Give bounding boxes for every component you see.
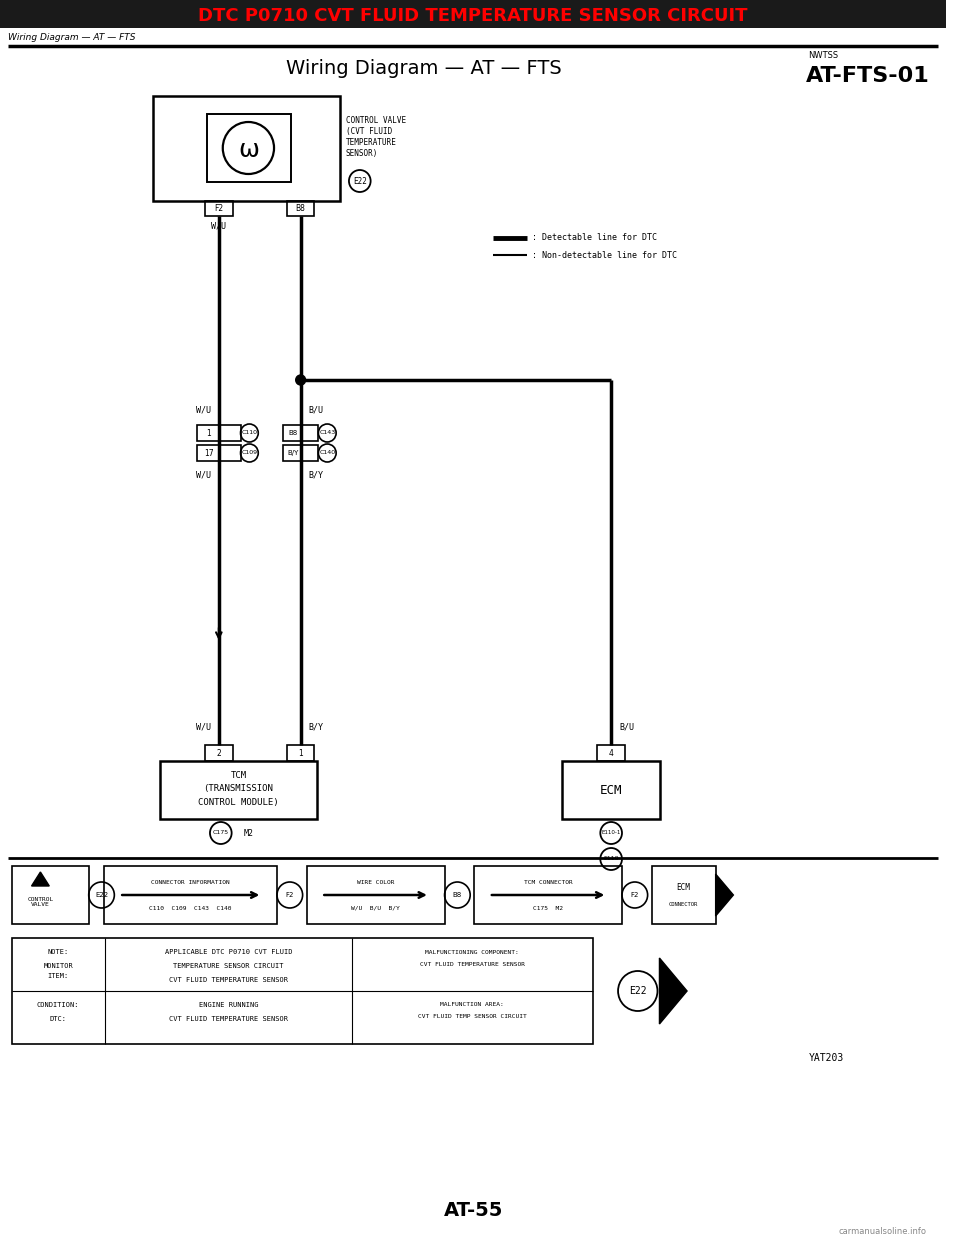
Bar	[562, 761, 660, 818]
Bar	[652, 866, 715, 924]
Text: CVT FLUID TEMPERATURE SENSOR: CVT FLUID TEMPERATURE SENSOR	[169, 1016, 288, 1022]
Text: APPLICABLE DTC P0710 CVT FLUID: APPLICABLE DTC P0710 CVT FLUID	[165, 949, 293, 955]
Text: CVT FLUID TEMP SENSOR CIRCUIT: CVT FLUID TEMP SENSOR CIRCUIT	[418, 1015, 526, 1020]
Text: ECM: ECM	[676, 883, 690, 893]
Text: TEMPERATURE SENSOR CIRCUIT: TEMPERATURE SENSOR CIRCUIT	[174, 963, 284, 969]
Text: ECM: ECM	[600, 784, 622, 796]
Text: carmanualsoline.info: carmanualsoline.info	[839, 1227, 926, 1237]
Text: CONDITION:: CONDITION:	[36, 1002, 80, 1009]
Text: W/U: W/U	[196, 405, 211, 415]
Bar	[287, 201, 315, 216]
Text: (CVT FLUID: (CVT FLUID	[346, 127, 393, 137]
Text: W/U: W/U	[196, 723, 211, 732]
Text: TEMPERATURE: TEMPERATURE	[346, 138, 396, 147]
Text: 4: 4	[609, 749, 613, 758]
Bar	[283, 445, 319, 461]
Bar	[474, 866, 622, 924]
Text: 2: 2	[216, 749, 221, 758]
Text: : Non-detectable line for DTC: : Non-detectable line for DTC	[532, 251, 678, 260]
Text: CONNECTOR: CONNECTOR	[668, 902, 698, 907]
Text: B/U: B/U	[308, 405, 324, 415]
Bar	[12, 866, 88, 924]
Text: B8: B8	[288, 430, 298, 436]
Bar	[105, 866, 277, 924]
Text: 1: 1	[299, 749, 303, 758]
Polygon shape	[660, 958, 687, 1023]
Text: B8: B8	[296, 204, 305, 212]
Text: CONTROL
VALVE: CONTROL VALVE	[27, 897, 54, 908]
Text: E110: E110	[604, 857, 619, 862]
Text: ITEM:: ITEM:	[48, 972, 69, 979]
Text: CVT FLUID TEMPERATURE SENSOR: CVT FLUID TEMPERATURE SENSOR	[169, 977, 288, 982]
Text: Wiring Diagram — AT — FTS: Wiring Diagram — AT — FTS	[286, 58, 562, 77]
Text: W/U  B/U  B/Y: W/U B/U B/Y	[351, 905, 400, 910]
Text: C140: C140	[319, 451, 335, 456]
Polygon shape	[715, 874, 733, 917]
Text: E22: E22	[95, 892, 108, 898]
Text: B/Y: B/Y	[287, 450, 299, 456]
Text: TCM: TCM	[230, 770, 247, 780]
Text: W/U: W/U	[211, 221, 227, 231]
Bar	[287, 745, 315, 761]
Text: AT-FTS-01: AT-FTS-01	[806, 66, 930, 86]
Text: W/U: W/U	[196, 471, 211, 479]
Text: C109: C109	[241, 451, 257, 456]
Bar	[207, 114, 291, 183]
Text: B/Y: B/Y	[308, 471, 324, 479]
Text: 17: 17	[204, 448, 214, 457]
Text: F2: F2	[214, 204, 224, 212]
Bar	[159, 761, 318, 818]
Text: E22: E22	[353, 176, 367, 185]
Bar	[283, 425, 319, 441]
Text: AT-55: AT-55	[444, 1201, 503, 1220]
Bar	[197, 425, 241, 441]
Text: DTC:: DTC:	[50, 1016, 66, 1022]
Text: M2: M2	[244, 828, 253, 837]
Text: DTC P0710 CVT FLUID TEMPERATURE SENSOR CIRCUIT: DTC P0710 CVT FLUID TEMPERATURE SENSOR C…	[199, 7, 748, 25]
Circle shape	[296, 375, 305, 385]
Text: E110-1: E110-1	[602, 831, 621, 836]
Text: B/U: B/U	[619, 723, 634, 732]
Bar	[153, 96, 340, 201]
Text: CONTROL VALVE: CONTROL VALVE	[346, 116, 406, 125]
Text: SENSOR): SENSOR)	[346, 149, 378, 158]
Text: NOTE:: NOTE:	[48, 949, 69, 955]
Bar	[597, 745, 625, 761]
Text: C110: C110	[241, 431, 257, 436]
Text: CONNECTOR INFORMATION: CONNECTOR INFORMATION	[151, 879, 229, 884]
Polygon shape	[32, 872, 49, 886]
Text: C143: C143	[319, 431, 335, 436]
Text: YAT203: YAT203	[808, 1053, 844, 1063]
Bar	[306, 866, 444, 924]
Text: F2: F2	[286, 892, 294, 898]
Text: NWTSS: NWTSS	[808, 51, 838, 61]
Text: CVT FLUID TEMPERATURE SENSOR: CVT FLUID TEMPERATURE SENSOR	[420, 961, 525, 966]
Text: ENGINE RUNNING: ENGINE RUNNING	[199, 1002, 258, 1009]
Text: C175  M2: C175 M2	[533, 905, 564, 910]
Text: B/Y: B/Y	[308, 723, 324, 732]
Text: : Detectable line for DTC: : Detectable line for DTC	[532, 233, 658, 242]
Bar	[205, 201, 232, 216]
Bar	[205, 745, 232, 761]
Bar	[12, 938, 593, 1045]
Bar	[197, 445, 241, 461]
Text: TCM CONNECTOR: TCM CONNECTOR	[524, 879, 572, 884]
Text: E22: E22	[629, 986, 647, 996]
Text: ω: ω	[238, 138, 259, 161]
Text: Wiring Diagram — AT — FTS: Wiring Diagram — AT — FTS	[8, 34, 135, 42]
Text: CONTROL MODULE): CONTROL MODULE)	[198, 799, 278, 807]
Text: C110  C109  C143  C140: C110 C109 C143 C140	[149, 905, 231, 910]
Text: MALFUNCTION AREA:: MALFUNCTION AREA:	[441, 1002, 504, 1007]
Text: MALFUNCTIONING COMPONENT:: MALFUNCTIONING COMPONENT:	[425, 949, 519, 955]
Text: 1: 1	[206, 428, 211, 437]
Text: (TRANSMISSION: (TRANSMISSION	[204, 785, 274, 794]
Text: B8: B8	[453, 892, 462, 898]
Text: C175: C175	[213, 831, 228, 836]
Text: WIRE COLOR: WIRE COLOR	[357, 879, 395, 884]
Bar	[0, 0, 947, 29]
Text: MONITOR: MONITOR	[43, 963, 73, 969]
Text: F2: F2	[631, 892, 639, 898]
